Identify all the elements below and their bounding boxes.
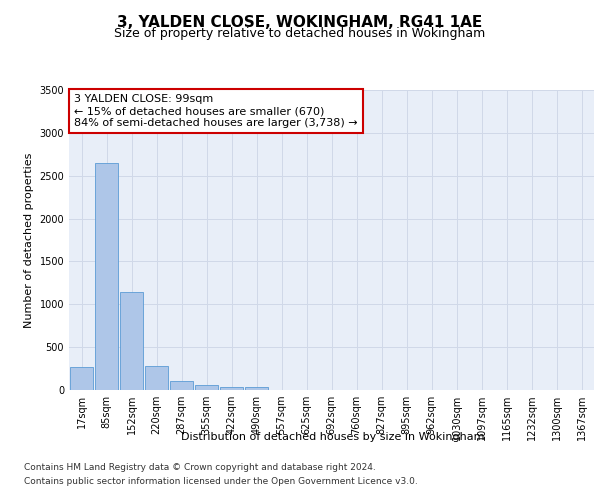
- Bar: [70, 367, 93, 390]
- Text: 3, YALDEN CLOSE, WOKINGHAM, RG41 1AE: 3, YALDEN CLOSE, WOKINGHAM, RG41 1AE: [118, 15, 482, 30]
- Text: Contains HM Land Registry data © Crown copyright and database right 2024.: Contains HM Land Registry data © Crown c…: [24, 464, 376, 472]
- Text: Contains public sector information licensed under the Open Government Licence v3: Contains public sector information licen…: [24, 477, 418, 486]
- Bar: [170, 382, 193, 390]
- Bar: [95, 163, 118, 390]
- Bar: [195, 385, 218, 390]
- Text: Size of property relative to detached houses in Wokingham: Size of property relative to detached ho…: [115, 28, 485, 40]
- Bar: [220, 387, 243, 390]
- Bar: [145, 366, 168, 390]
- Bar: [120, 292, 143, 390]
- Y-axis label: Number of detached properties: Number of detached properties: [24, 152, 34, 328]
- Text: Distribution of detached houses by size in Wokingham: Distribution of detached houses by size …: [181, 432, 485, 442]
- Text: 3 YALDEN CLOSE: 99sqm
← 15% of detached houses are smaller (670)
84% of semi-det: 3 YALDEN CLOSE: 99sqm ← 15% of detached …: [74, 94, 358, 128]
- Bar: [245, 388, 268, 390]
